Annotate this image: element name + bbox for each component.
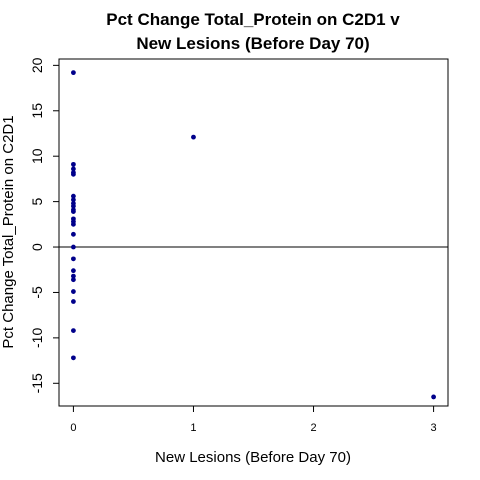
data-point [71, 299, 76, 304]
data-point [71, 171, 76, 177]
data-point [71, 161, 76, 167]
x-tick-label: 0 [70, 422, 76, 434]
data-point [71, 289, 76, 294]
data-point [71, 193, 76, 199]
data-point [431, 394, 436, 400]
data-point [71, 166, 76, 172]
data-point [71, 70, 76, 76]
x-tick-label: 2 [310, 422, 316, 434]
data-point [71, 231, 76, 237]
y-axis: -15 -10 -5 0 5 10 15 20 [29, 57, 59, 393]
data-point [71, 268, 76, 274]
y-tick-label: 5 [29, 198, 45, 206]
data-point [71, 355, 76, 361]
x-tick-label: 1 [190, 422, 196, 434]
data-point [71, 244, 76, 250]
x-axis-label: New Lesions (Before Day 70) [155, 449, 351, 466]
x-tick-label: 3 [431, 422, 437, 434]
data-point [71, 273, 76, 279]
data-points [71, 70, 436, 400]
x-axis: 0 1 2 3 [70, 406, 437, 434]
y-tick-label: 10 [29, 148, 45, 164]
data-point [71, 328, 76, 334]
data-point [71, 209, 76, 215]
chart-title-line-2: New Lesions (Before Day 70) [136, 34, 369, 53]
y-tick-label: -10 [29, 328, 45, 348]
y-axis-label: Pct Change Total_Protein on C2D1 [0, 115, 17, 348]
y-tick-label: -15 [29, 373, 45, 393]
y-tick-label: -5 [29, 286, 45, 299]
data-point [71, 256, 76, 262]
chart-title-line-1: Pct Change Total_Protein on C2D1 v [106, 10, 400, 29]
data-point [71, 197, 76, 203]
data-point [71, 221, 76, 227]
data-point [71, 277, 76, 283]
plot-frame [58, 58, 449, 407]
y-tick-label: 0 [29, 243, 45, 251]
y-tick-label: 20 [29, 57, 45, 73]
y-tick-label: 15 [29, 103, 45, 119]
data-point [71, 203, 76, 209]
data-point [191, 134, 196, 140]
